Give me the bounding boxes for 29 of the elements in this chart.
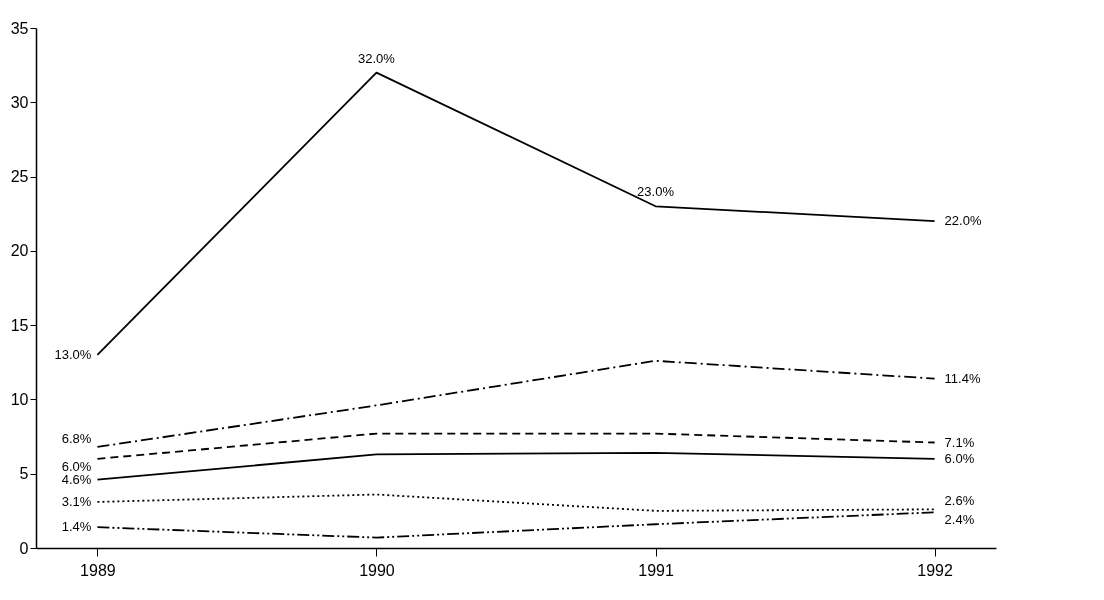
data-label: 23.0% [637,184,675,200]
data-label: 6.0% [944,450,975,466]
x-tick-label: 1992 [917,561,953,579]
line-series [96,452,936,481]
y-tick-label: 30 [10,93,29,111]
y-tick-label: 10 [10,390,29,408]
data-label: 13.0% [54,346,92,362]
data-label: 2.4% [944,512,975,528]
y-tick-label: 25 [10,168,29,186]
y-tick-label: 0 [19,539,29,557]
y-tick-label: 35 [10,19,29,37]
data-label: 11.4% [944,370,981,386]
x-tick-label: 1989 [80,561,116,579]
data-label: 22.0% [944,213,982,229]
data-label: 2.6% [944,493,975,509]
data-label: 6.8% [61,430,92,446]
data-label: 3.1% [61,493,92,509]
x-tick-label: 1990 [359,561,395,579]
data-label: 7.1% [944,434,975,450]
data-label: 1.4% [61,519,92,535]
y-tick-label: 20 [10,242,29,260]
y-tick-label: 15 [10,316,29,334]
line-series [96,359,936,448]
line-series [96,71,936,356]
y-tick-label: 5 [19,465,29,483]
x-tick-label: 1991 [638,561,674,579]
data-label: 32.0% [358,50,396,66]
data-label: 4.6% [61,471,92,487]
data-label: 6.0% [61,458,92,474]
